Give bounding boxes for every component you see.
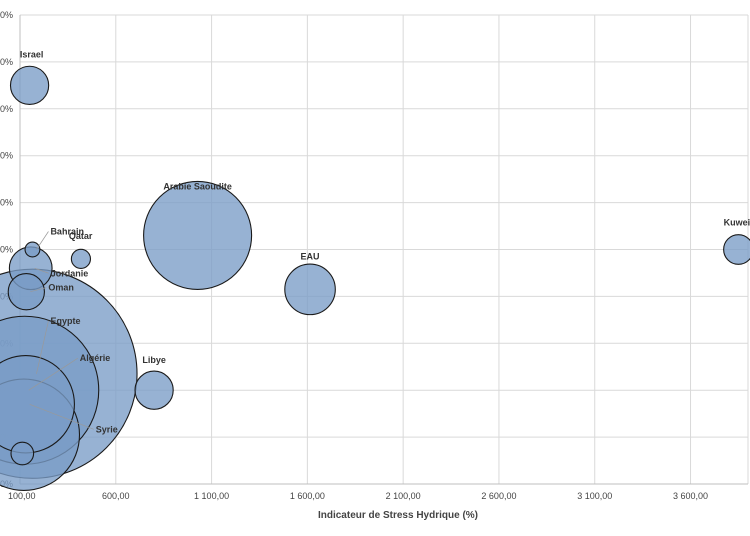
data-label: Arabie Saoudite	[163, 181, 232, 191]
x-tick-label: 2 600,00	[481, 491, 516, 501]
x-tick-label: 3 600,00	[673, 491, 708, 501]
x-tick-labels: 100,00 600,00 1 100,00 1 600,00 2 100,00 2 60…	[8, 491, 708, 501]
bubble-point	[7, 273, 45, 311]
leader-line	[34, 267, 49, 274]
leader-line	[36, 231, 49, 250]
bubble-point	[9, 65, 50, 105]
data-label: Syrie	[96, 424, 118, 434]
data-label: Algérie	[80, 353, 111, 363]
x-tick-label: 1 600,00	[290, 491, 325, 501]
y-tick-label: 0%	[0, 57, 13, 67]
bubble-point	[723, 234, 750, 265]
data-label: Qatar	[69, 231, 93, 241]
x-tick-label: 600,00	[102, 491, 130, 501]
x-tick-label: 2 100,00	[386, 491, 421, 501]
x-axis-title: Indicateur de Stress Hydrique (%)	[318, 510, 478, 521]
bubble-point	[284, 263, 336, 316]
bubble-point	[70, 248, 92, 269]
y-tick-label: 0%	[0, 10, 13, 20]
data-label: EAU	[301, 251, 320, 261]
leader-line	[28, 357, 78, 391]
x-tick-label: 1 100,00	[194, 491, 229, 501]
bubble-point	[24, 241, 41, 258]
data-label: Egypte	[50, 316, 80, 326]
bubble-point	[143, 180, 253, 290]
x-tick-label: 3 100,00	[577, 491, 612, 501]
y-tick-label: 0%	[0, 151, 13, 161]
y-tick-label: 0%	[0, 104, 13, 114]
data-label: Libye	[142, 355, 166, 365]
data-label: Jordanie	[51, 268, 89, 278]
gridlines	[19, 14, 749, 484]
data-label: Israel	[20, 49, 44, 59]
leader-line	[36, 320, 49, 374]
leader-line	[30, 287, 47, 293]
y-tick-label: 0%	[0, 198, 13, 208]
x-tick-label: 100,00	[8, 491, 36, 501]
y-tick-label: 0%	[0, 245, 13, 255]
data-label: Oman	[48, 283, 74, 293]
bubbles	[0, 65, 750, 491]
data-label: Bahrain	[50, 227, 84, 237]
bubble-point	[134, 370, 174, 410]
leader-line	[29, 403, 94, 430]
data-label: Kuweit	[724, 218, 750, 228]
bubble-point	[10, 441, 35, 466]
